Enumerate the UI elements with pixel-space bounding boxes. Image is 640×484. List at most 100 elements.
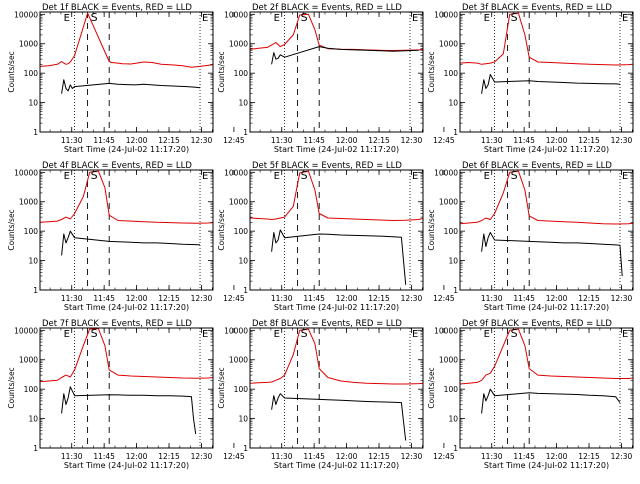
x-tick-label: 12:30 <box>401 294 423 303</box>
plot-frame <box>249 327 424 449</box>
saa-marker: S <box>301 169 308 182</box>
y-tick-label: 1 <box>453 286 458 295</box>
y-tick-label: 10000 <box>224 10 248 19</box>
y-axis-label: Counts/sec <box>217 51 226 92</box>
x-tick-label: 12:45 <box>433 452 455 461</box>
eclipse-end-marker: E <box>412 329 418 340</box>
y-tick-label: 10 <box>448 415 458 424</box>
x-tick-label: 12:15 <box>158 452 180 461</box>
y-tick-label: 1000 <box>229 198 248 207</box>
x-axis-label: Start Time (24-Jul-02 11:17:20) <box>64 303 189 312</box>
saa-marker: S <box>301 327 308 340</box>
y-tick-label: 1000 <box>19 356 38 365</box>
y-tick-label: 10 <box>28 257 38 266</box>
y-tick-label: 1 <box>243 128 248 137</box>
eclipse-start-marker: E <box>484 171 490 182</box>
x-tick-label: 12:00 <box>336 452 358 461</box>
y-tick-label: 10 <box>28 99 38 108</box>
y-tick-label: 10 <box>448 257 458 266</box>
x-tick-label: 12:45 <box>223 294 245 303</box>
x-tick-label: 12:15 <box>368 452 390 461</box>
x-tick-label: 12:45 <box>223 136 245 145</box>
series-line-lld <box>39 170 214 224</box>
y-tick-label: 1 <box>33 444 38 453</box>
eclipse-start-marker: E <box>64 13 70 24</box>
x-tick-label: 11:30 <box>271 294 293 303</box>
y-tick-label: 10000 <box>14 10 38 19</box>
series-line-events <box>61 386 197 435</box>
x-tick-label: 12:30 <box>191 136 213 145</box>
x-tick-label: 11:30 <box>271 452 293 461</box>
series-line-lld <box>39 328 214 383</box>
series-line-events <box>481 388 621 414</box>
series-line-events <box>481 232 623 277</box>
x-tick-label: 11:45 <box>93 136 115 145</box>
y-tick-label: 1 <box>243 444 248 453</box>
panel-title: Det 4f BLACK = Events, RED = LLD <box>42 161 192 171</box>
y-axis-label: Counts/sec <box>217 367 226 408</box>
y-tick-label: 1 <box>453 128 458 137</box>
eclipse-start-marker: E <box>274 329 280 340</box>
y-axis-label: Counts/sec <box>7 367 16 408</box>
y-axis-label: Counts/sec <box>427 367 436 408</box>
y-tick-label: 1000 <box>439 356 458 365</box>
x-tick-label: 11:30 <box>481 452 503 461</box>
y-tick-label: 100 <box>234 69 249 78</box>
y-tick-label: 10 <box>238 99 248 108</box>
x-tick-label: 11:45 <box>513 294 535 303</box>
x-axis-label: Start Time (24-Jul-02 11:17:20) <box>484 145 609 154</box>
y-tick-label: 1000 <box>229 40 248 49</box>
series-line-events <box>61 230 201 256</box>
x-tick-label: 11:30 <box>481 294 503 303</box>
x-tick-label: 11:30 <box>61 452 83 461</box>
x-tick-label: 12:45 <box>433 136 455 145</box>
x-tick-label: 12:15 <box>578 136 600 145</box>
y-tick-label: 1000 <box>19 40 38 49</box>
eclipse-start-marker: E <box>274 13 280 24</box>
panel-det-7: Det 7f BLACK = Events, RED = LLD 1 10 100 10… <box>7 319 245 470</box>
series-line-lld <box>39 12 214 68</box>
x-tick-label: 11:45 <box>93 452 115 461</box>
panel-title: Det 7f BLACK = Events, RED = LLD <box>42 319 192 329</box>
y-tick-label: 10 <box>238 415 248 424</box>
series-line-lld <box>459 12 634 66</box>
plot-frame <box>39 327 214 449</box>
eclipse-end-marker: E <box>412 171 418 182</box>
panel-title: Det 1f BLACK = Events, RED = LLD <box>42 3 192 13</box>
x-tick-label: 12:30 <box>401 452 423 461</box>
y-tick-label: 1000 <box>439 198 458 207</box>
saa-marker: S <box>511 327 518 340</box>
y-tick-label: 10000 <box>14 326 38 335</box>
x-tick-label: 11:30 <box>61 136 83 145</box>
series-line-lld <box>249 328 424 385</box>
saa-marker: S <box>511 11 518 24</box>
y-axis-label: Counts/sec <box>7 209 16 250</box>
y-tick-label: 100 <box>24 227 39 236</box>
series-line-events <box>271 393 407 441</box>
y-axis-label: Counts/sec <box>217 209 226 250</box>
saa-marker: S <box>91 327 98 340</box>
x-tick-label: 12:30 <box>191 452 213 461</box>
x-tick-label: 12:15 <box>578 294 600 303</box>
x-tick-label: 11:45 <box>513 452 535 461</box>
eclipse-start-marker: E <box>484 13 490 24</box>
series-line-lld <box>249 13 424 51</box>
y-tick-label: 100 <box>444 69 459 78</box>
x-tick-label: 12:30 <box>611 294 633 303</box>
panel-det-9: Det 9f BLACK = Events, RED = LLD 1 10 100 10… <box>427 319 634 470</box>
panel-title: Det 8f BLACK = Events, RED = LLD <box>252 319 402 329</box>
y-tick-label: 100 <box>234 227 249 236</box>
x-tick-label: 12:30 <box>191 294 213 303</box>
panel-det-8: Det 8f BLACK = Events, RED = LLD 1 10 100 10… <box>217 319 455 470</box>
eclipse-end-marker: E <box>622 329 628 340</box>
y-tick-label: 100 <box>24 385 39 394</box>
x-axis-label: Start Time (24-Jul-02 11:17:20) <box>274 461 399 470</box>
y-tick-label: 100 <box>444 385 459 394</box>
panel-title: Det 6f BLACK = Events, RED = LLD <box>462 161 612 171</box>
x-tick-label: 12:00 <box>336 136 358 145</box>
x-tick-label: 11:30 <box>481 136 503 145</box>
eclipse-start-marker: E <box>274 171 280 182</box>
eclipse-end-marker: E <box>622 171 628 182</box>
plot-frame <box>459 169 634 291</box>
y-tick-label: 100 <box>24 69 39 78</box>
